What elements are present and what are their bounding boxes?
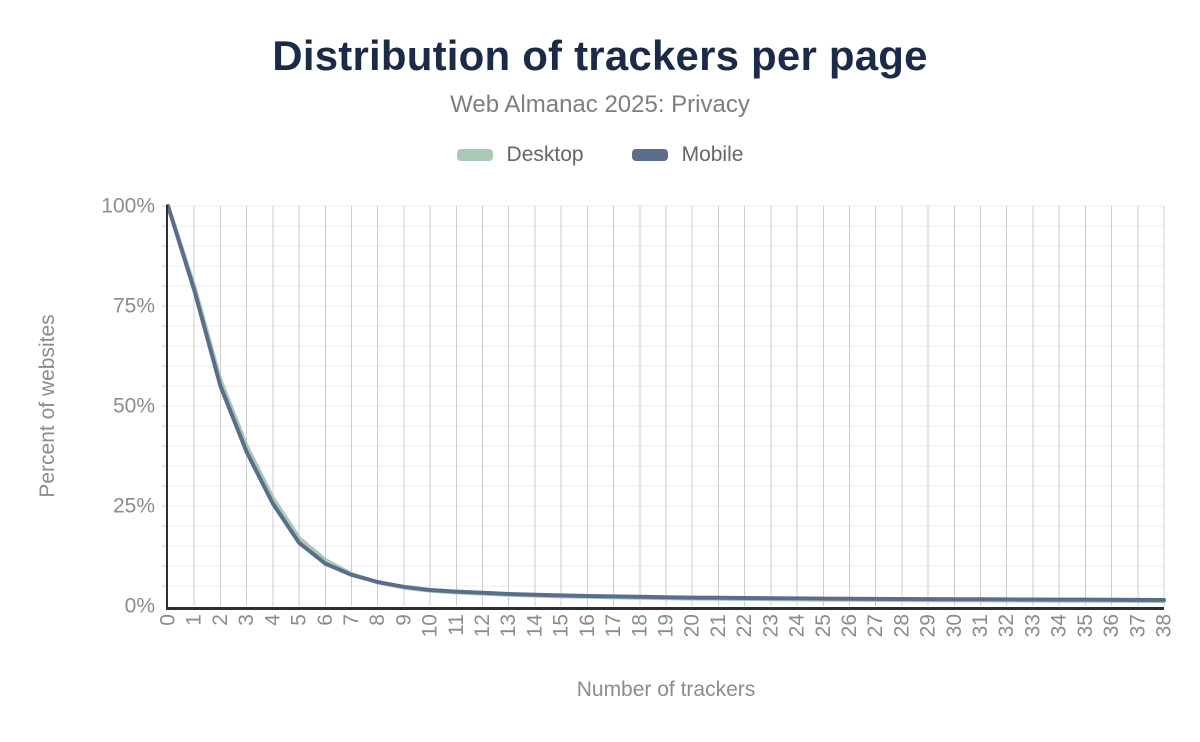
y-tick-label: 100% bbox=[101, 195, 155, 218]
x-tick-label: 32 bbox=[995, 614, 1018, 637]
y-tick-label: 50% bbox=[113, 395, 155, 418]
x-tick-label: 0 bbox=[157, 614, 180, 626]
x-tick-label: 5 bbox=[288, 614, 311, 626]
x-tick-label: 29 bbox=[917, 614, 940, 637]
legend-swatch-mobile bbox=[631, 149, 668, 161]
x-tick-label: 27 bbox=[864, 614, 887, 637]
x-tick-label: 23 bbox=[759, 614, 782, 637]
page-subtitle: Web Almanac 2025: Privacy bbox=[450, 91, 750, 118]
x-tick-label: 24 bbox=[786, 614, 809, 638]
x-tick-label: 10 bbox=[419, 614, 442, 637]
x-tick-label: 6 bbox=[314, 614, 337, 626]
x-tick-label: 20 bbox=[681, 614, 704, 637]
series-line-mobile[interactable] bbox=[166, 204, 1166, 602]
x-tick-labels: 0 1 2 3 4 5 6 7 8 9 10 11 12 13 14 15 16 17 18 19 20 21 22 23 24… bbox=[157, 614, 1176, 638]
x-tick-label: 12 bbox=[471, 614, 494, 637]
x-tick-label: 14 bbox=[523, 614, 546, 638]
legend-swatch-desktop bbox=[456, 149, 493, 161]
x-tick-label: 30 bbox=[943, 614, 966, 637]
x-tick-label: 33 bbox=[1021, 614, 1044, 637]
x-tick-label: 28 bbox=[890, 614, 913, 637]
x-tick-label: 21 bbox=[707, 614, 730, 637]
x-tick-label: 8 bbox=[366, 614, 389, 626]
x-tick-label: 34 bbox=[1048, 614, 1071, 638]
x-tick-label: 1 bbox=[183, 614, 206, 626]
legend-label-desktop: Desktop bbox=[506, 143, 584, 166]
x-tick-label: 35 bbox=[1074, 614, 1097, 637]
x-tick-label: 22 bbox=[733, 614, 756, 637]
x-axis-title: Number of trackers bbox=[576, 678, 756, 701]
x-tick-label: 7 bbox=[340, 614, 363, 626]
x-tick-label: 15 bbox=[550, 614, 573, 637]
y-tick-label: 25% bbox=[113, 495, 155, 518]
x-tick-label: 19 bbox=[655, 614, 678, 637]
y-tick-labels: 0% 25% 50% 75% 100% bbox=[101, 195, 155, 618]
x-tick-label: 18 bbox=[628, 614, 651, 637]
x-tick-label: 38 bbox=[1153, 614, 1176, 637]
x-tick-label: 26 bbox=[838, 614, 861, 637]
legend-item-mobile[interactable]: Mobile bbox=[631, 143, 744, 167]
x-tick-label: 37 bbox=[1126, 614, 1149, 637]
x-tick-label: 36 bbox=[1100, 614, 1123, 637]
x-tick-label: 25 bbox=[812, 614, 835, 637]
x-tick-label: 16 bbox=[576, 614, 599, 637]
y-tick-label: 75% bbox=[113, 295, 155, 318]
y-tick-label: 0% bbox=[125, 595, 155, 618]
x-tick-label: 13 bbox=[497, 614, 520, 637]
legend-item-desktop[interactable]: Desktop bbox=[456, 143, 584, 167]
x-tick-label: 17 bbox=[602, 614, 625, 637]
x-tick-label: 3 bbox=[235, 614, 258, 626]
x-tick-label: 4 bbox=[261, 614, 284, 626]
legend: Desktop Mobile bbox=[0, 143, 1200, 167]
x-tick-label: 9 bbox=[392, 614, 415, 626]
x-tick-label: 31 bbox=[969, 614, 992, 637]
vertical-gridlines bbox=[193, 206, 1165, 606]
legend-label-mobile: Mobile bbox=[681, 143, 744, 166]
x-tick-label: 11 bbox=[445, 614, 468, 636]
x-tick-label: 2 bbox=[209, 614, 232, 626]
page-title: Distribution of trackers per page bbox=[272, 32, 928, 79]
